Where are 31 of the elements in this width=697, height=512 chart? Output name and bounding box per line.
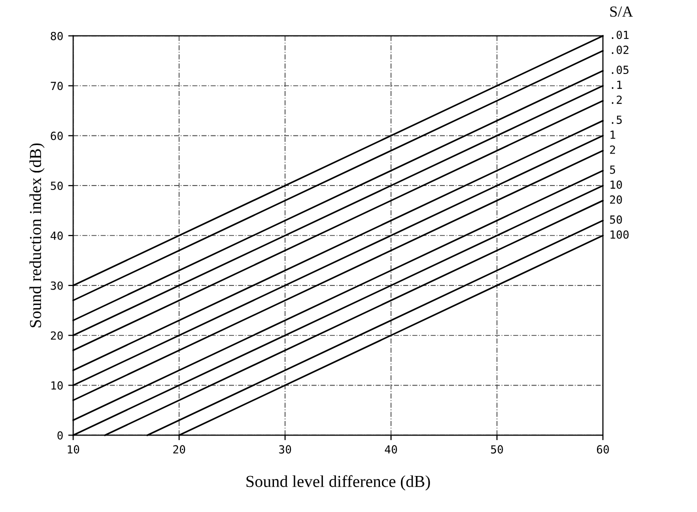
x-axis-title: Sound level difference (dB) xyxy=(246,475,430,490)
series-label: 1 xyxy=(610,130,616,139)
y-tick-label: 80 xyxy=(50,32,63,40)
y-tick-label: 60 xyxy=(50,132,63,140)
x-tick-label: 20 xyxy=(173,445,186,454)
series-label: .5 xyxy=(612,116,622,124)
series-label: 50 xyxy=(610,215,622,224)
series-label: 2 xyxy=(610,146,616,154)
series-label: .1 xyxy=(612,80,622,89)
y-tick-label: 40 xyxy=(50,232,63,240)
y-tick-label: 10 xyxy=(51,381,63,390)
series-label: .05 xyxy=(612,66,628,74)
series-label: .01 xyxy=(612,30,629,40)
x-tick-label: 60 xyxy=(596,445,609,454)
series-label: .02 xyxy=(612,46,628,54)
x-tick-label: 30 xyxy=(279,445,292,454)
legend-title: S/A xyxy=(610,6,633,17)
x-tick-label: 50 xyxy=(491,445,503,454)
series-label: 10 xyxy=(610,180,622,189)
y-axis-title: Sound reduction index (dB) xyxy=(29,143,45,328)
series-label: 100 xyxy=(610,230,629,239)
y-tick-label: 20 xyxy=(50,331,63,340)
y-tick-label: 30 xyxy=(50,281,63,290)
y-tick-label: 0 xyxy=(57,431,63,440)
series-label: 5 xyxy=(610,166,616,174)
series-label: 20 xyxy=(610,195,622,204)
x-tick-label: 40 xyxy=(384,445,397,454)
x-tick-label: 10 xyxy=(68,445,80,454)
y-tick-label: 70 xyxy=(50,82,63,90)
series-label: .2 xyxy=(612,96,622,104)
y-tick-label: 50 xyxy=(50,182,63,190)
